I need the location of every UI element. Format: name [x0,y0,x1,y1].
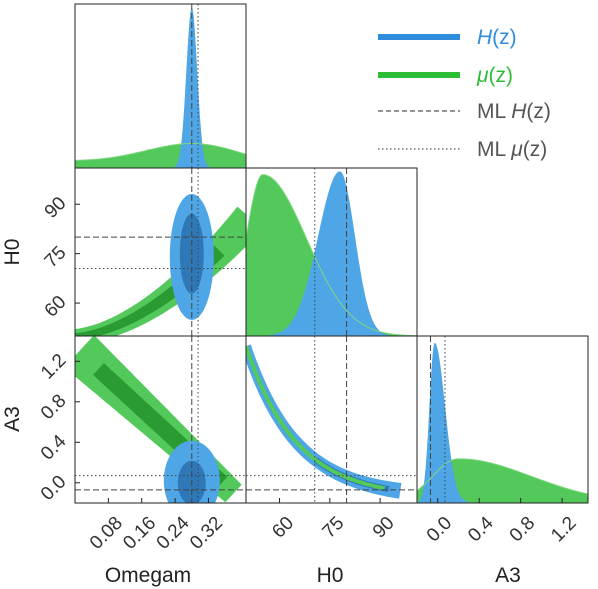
x-axis-label: H0 [317,564,344,587]
marginal-mu-outline [417,458,588,495]
y-tick-label: 90 [41,193,71,223]
legend-arg: (z) [492,26,517,49]
x-tick-label: 0.32 [186,513,227,554]
x-tick-label: 90 [369,513,399,543]
legend-symbol: H [511,100,527,123]
legend-symbol: μ [510,138,523,161]
legend-arg: (z) [489,64,514,87]
contour-H0-A3 [246,344,402,499]
marginal-mu-outline [246,174,417,336]
y-axis-label: A3 [1,406,24,432]
legend-label-1: μ(z) [476,64,513,87]
y-tick-label: 60 [41,292,71,322]
x-axis-label: A3 [495,564,521,587]
y-tick-label: 75 [41,242,71,272]
x-axis-label: Omegam [105,564,191,587]
x-tick-label: 0.0 [423,513,457,547]
y-tick-label: 1.2 [37,350,71,384]
marginal-H(z)-fill [75,7,246,168]
x-tick-label: 60 [268,513,298,543]
legend-arg: (z) [526,100,551,123]
y-tick-label: 0.8 [37,390,71,424]
legend-label-2: ML H(z) [477,100,551,123]
contour-Omegam-H0 [75,193,246,336]
legend-label-0: H(z) [477,26,517,49]
legend-prefix: ML [477,100,511,123]
x-tick-label: 0.16 [119,513,160,554]
marginal-H(z)-fill [417,342,588,503]
marginal-μ(z)-fill [246,174,417,336]
legend-prefix: ML [477,138,511,161]
x-tick-label: 0.4 [464,512,498,546]
h-contour-2sigma [246,344,402,499]
marginal-H0 [246,171,417,336]
legend-symbol: H [477,26,493,49]
legend-symbol: μ [476,64,489,87]
marginal-A3 [417,342,588,503]
x-tick-label: 75 [319,513,349,543]
x-tick-label: 0.24 [153,512,194,553]
y-tick-label: 0.0 [37,471,71,505]
mu-contour-2sigma [75,206,246,336]
legend-arg: (z) [523,138,548,161]
panel-frame [74,3,247,169]
x-tick-label: 1.2 [547,513,581,547]
panel-frame [245,335,418,504]
contour-Omegam-A3 [75,336,242,503]
marginal-μ(z)-fill [417,458,588,503]
y-tick-label: 0.4 [37,431,71,465]
panel-frame [416,335,589,504]
marginal-H(z)-fill [246,171,417,336]
mu-contour-overlay [246,345,386,491]
marginal-Omegam [75,7,246,168]
x-tick-label: 0.8 [506,513,540,547]
y-axis-label: H0 [1,239,24,266]
legend-label-3: ML μ(z) [477,138,547,161]
marginal-mu-outline [75,143,246,161]
x-tick-label: 0.08 [86,513,127,554]
